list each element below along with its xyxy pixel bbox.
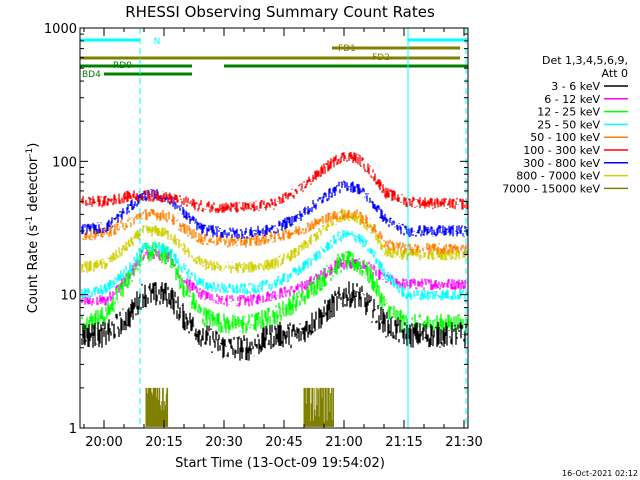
annotation-label: RD0: [113, 61, 132, 71]
annotation-label: FD2: [372, 53, 390, 63]
annotation-bars: N FD1 FD2 RD0 BD4: [80, 37, 468, 80]
x-tick-label: 20:00: [85, 435, 122, 450]
series-line-0: [81, 281, 468, 361]
y-tick-label: 100: [52, 155, 77, 170]
annotation-label: BD4: [82, 70, 101, 80]
x-tick-label: 21:00: [325, 435, 362, 450]
series-line-3: [81, 230, 468, 301]
legend-label: 100 - 300 keV: [523, 144, 600, 157]
annotation-label: FD1: [338, 44, 356, 54]
legend-label: 3 - 6 keV: [551, 80, 600, 93]
y-axis-label: Count Rate (s-1 detector-1): [25, 143, 41, 314]
y-tick-label: 1: [69, 422, 77, 437]
legend-label: 50 - 100 keV: [530, 131, 600, 144]
x-tick-label: 21:30: [445, 435, 482, 450]
series-line-2: [81, 242, 468, 335]
series-line-6: [81, 180, 468, 239]
annotation-label: N: [154, 37, 161, 47]
legend-label: 25 - 50 keV: [537, 118, 600, 131]
legend-label: 12 - 25 keV: [537, 106, 600, 119]
x-tick-label: 20:30: [205, 435, 242, 450]
x-tick-label: 21:15: [385, 435, 422, 450]
attenuator-burst-1: [303, 387, 334, 427]
chart-title: RHESSI Observing Summary Count Rates: [125, 3, 435, 21]
attenuator-burst-0: [145, 387, 169, 427]
legend-label: 7000 - 15000 keV: [502, 182, 600, 195]
y-axis: 1 10 100 1000: [44, 22, 468, 437]
series-line-4: [82, 208, 468, 255]
y-tick-label: 1000: [44, 22, 77, 37]
x-tick-label: 20:45: [265, 435, 302, 450]
x-axis-label: Start Time (13-Oct-09 19:54:02): [175, 456, 385, 471]
legend-header-2: Att 0: [602, 67, 628, 80]
series-line-5: [81, 152, 468, 214]
x-tick-label: 20:15: [145, 435, 182, 450]
series-layer: [81, 152, 468, 361]
legend-label: 300 - 800 keV: [523, 157, 600, 170]
footer-timestamp: 16-Oct-2021 02:12: [562, 469, 638, 478]
legend-label: 6 - 12 keV: [544, 93, 600, 106]
attenuator-bursts: [145, 387, 334, 427]
legend-label: 800 - 7000 keV: [516, 170, 600, 183]
y-tick-label: 10: [60, 289, 77, 304]
x-axis: 20:00 20:15 20:30 20:45 21:00 21:15 21:30: [83, 28, 483, 450]
series-line-7: [81, 209, 468, 274]
legend-header-1: Det 1,3,4,5,6,9,: [542, 54, 628, 67]
time-markers: [139, 28, 467, 428]
plot-frame: [79, 27, 469, 429]
